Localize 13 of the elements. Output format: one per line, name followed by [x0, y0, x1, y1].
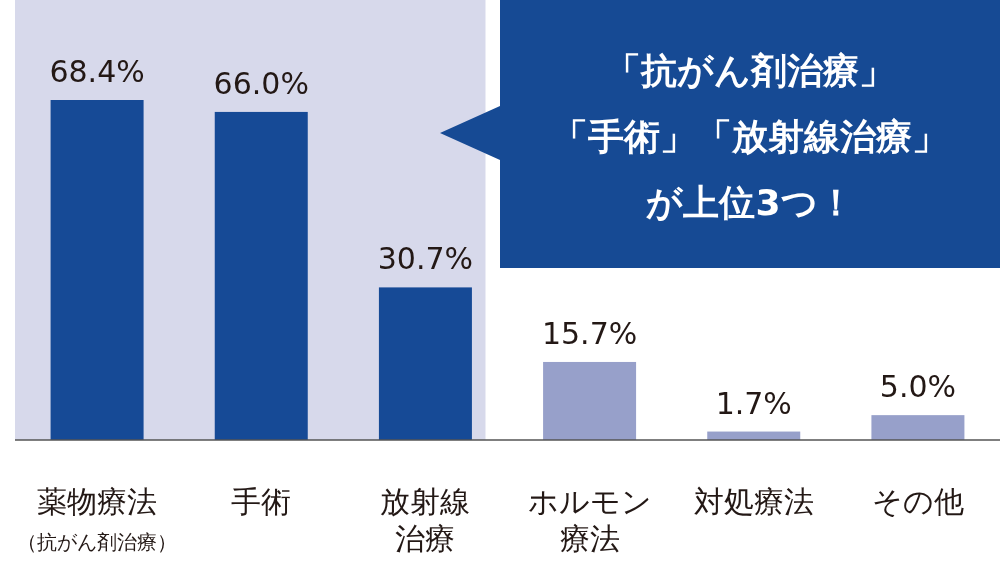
x-tick-label: ホルモン療法 [527, 484, 652, 556]
x-tick-label: 放射線治療 [380, 484, 471, 556]
data-label: 66.0% [213, 65, 309, 101]
x-tick-label: 手術 [231, 484, 292, 519]
annotation: 「抗がん剤治療」「手術」「放射線治療」が上位3つ！ [552, 50, 948, 223]
data-label: 1.7% [715, 385, 792, 421]
data-label: 30.7% [377, 241, 474, 277]
x-tick-label: 対処療法 [693, 484, 814, 519]
x-tick-label: 薬物療法（抗がん剤治療） [17, 484, 178, 554]
data-label: 5.0% [879, 369, 957, 405]
data-label: 68.4% [49, 54, 145, 89]
data-label: 15.7% [541, 315, 638, 351]
x-tick-label: その他 [871, 484, 964, 519]
